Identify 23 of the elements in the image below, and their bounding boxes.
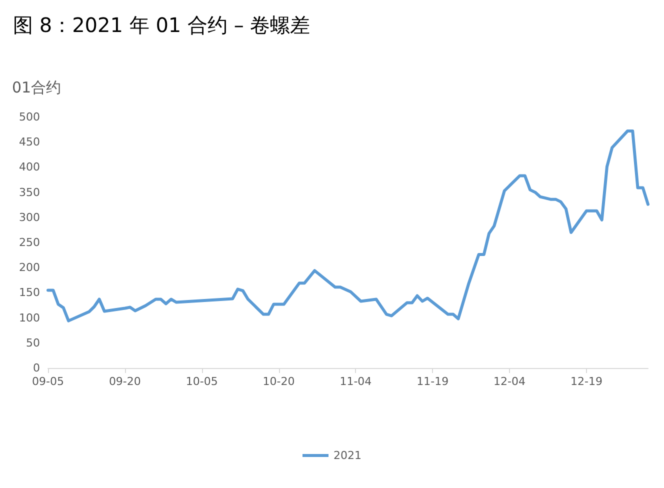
y-axis-title: 01合约	[12, 78, 62, 96]
x-tick-label: 09-05	[32, 375, 64, 388]
x-tick-label: 12-19	[570, 375, 602, 388]
y-tick-label: 0	[33, 362, 40, 374]
x-tick-label: 10-05	[186, 375, 218, 388]
y-tick-label: 450	[19, 136, 40, 149]
x-tick-label: 11-19	[416, 375, 449, 388]
y-tick-label: 250	[19, 236, 40, 249]
y-tick-label: 150	[19, 286, 40, 300]
chart-title: 图 8：2021 年 01 合约 – 卷螺差	[13, 13, 310, 37]
y-tick-label: 400	[19, 160, 40, 174]
y-tick-label: 300	[19, 210, 40, 224]
x-tick-label: 12-04	[494, 375, 526, 388]
y-tick-label: 350	[19, 186, 40, 199]
legend-label: 2021	[334, 449, 362, 462]
y-tick-label: 500	[19, 110, 40, 124]
x-tick-label: 10-20	[262, 375, 295, 388]
x-tick-label: 11-04	[340, 375, 372, 388]
y-tick-label: 200	[19, 261, 40, 274]
y-tick-label: 100	[19, 311, 40, 324]
x-tick-label: 09-20	[108, 375, 141, 388]
line-series	[46, 130, 650, 322]
y-tick-label: 50	[26, 336, 40, 350]
